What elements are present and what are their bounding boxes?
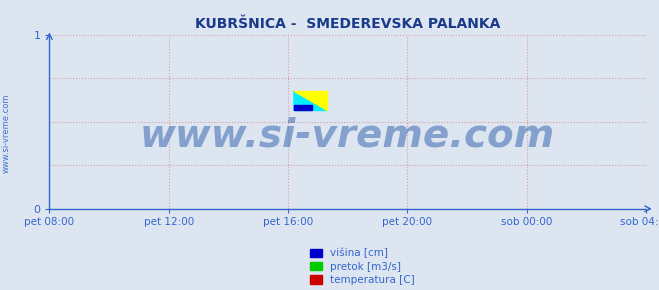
- Bar: [294, 105, 312, 110]
- Title: KUBRŠNICA -  SMEDEREVSKA PALANKA: KUBRŠNICA - SMEDEREVSKA PALANKA: [195, 17, 500, 31]
- Legend: višina [cm], pretok [m3/s], temperatura [C]: višina [cm], pretok [m3/s], temperatura …: [310, 248, 415, 285]
- Polygon shape: [294, 91, 327, 110]
- Text: www.si-vreme.com: www.si-vreme.com: [2, 94, 11, 173]
- Text: www.si-vreme.com: www.si-vreme.com: [140, 117, 556, 155]
- Polygon shape: [294, 91, 327, 110]
